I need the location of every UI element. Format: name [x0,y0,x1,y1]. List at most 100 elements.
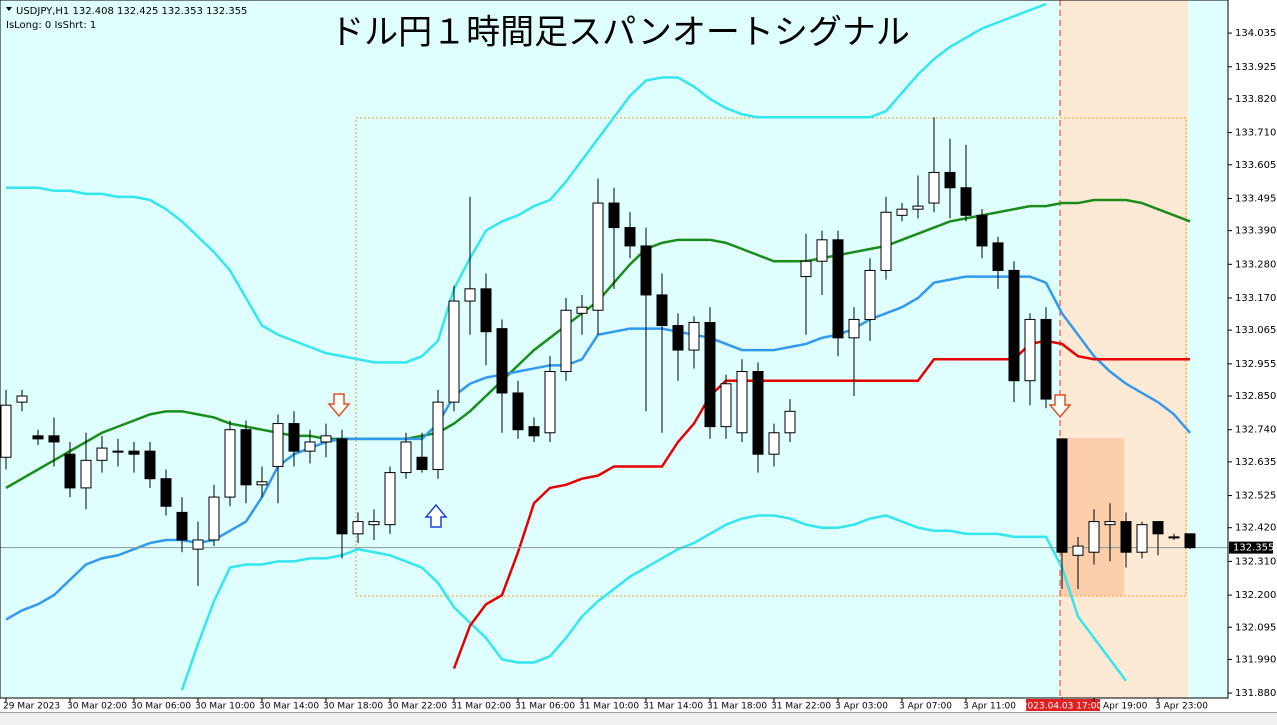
candle-body [160,478,172,507]
y-tick-label: 132.955 [1235,359,1276,370]
marks [0,2,1228,691]
candle-body [560,309,572,373]
candle-body [432,401,444,471]
candle-body [528,426,540,437]
candle-body [512,392,524,431]
candle-body [1184,533,1196,549]
menu-icon [6,7,12,11]
x-highlight [1026,699,1100,711]
x-tick-label: 31 Mar 14:00 [643,702,703,712]
candle-body [944,171,956,189]
x-tick-label: 2023.04.03 17:00 [1022,702,1103,712]
candle-body [32,435,44,440]
buy-arrow [424,503,448,528]
candle-body [768,432,780,455]
candle-body [848,318,860,339]
candle-body [1168,536,1180,539]
y-tick-label: 132.200 [1235,590,1276,601]
indicator-line [452,339,1190,670]
candle-body [1024,318,1036,382]
x-tick-label: 3 Apr 11:00 [963,702,1016,712]
candle-body [96,447,108,461]
sell-arrow [1048,394,1072,419]
candle-body [992,242,1004,271]
x-tick-label: 30 Mar 18:00 [323,702,383,712]
plot-frame [0,0,1229,699]
candle-body [592,202,604,311]
candle-body [384,472,396,526]
candle-body [1072,545,1084,556]
candle-body [368,521,380,526]
candle-body [656,294,668,327]
candle-body [80,459,92,489]
candle-body [1056,438,1068,553]
indicator-line [180,514,1128,691]
y-tick-label: 131.880 [1235,688,1276,699]
candle-body [464,288,476,302]
candle-body [144,450,156,480]
candle-body [896,208,908,216]
candle-body [1104,521,1116,526]
range-box [355,117,1187,597]
y-tick-label: 133.495 [1235,193,1276,204]
candle-body [352,521,364,535]
candle-body [704,322,716,428]
candle-body [64,453,76,489]
y-tick-label: 133.925 [1235,62,1276,73]
y-tick-label: 132.525 [1235,491,1276,502]
candle-body [1152,521,1164,535]
y-tick-label: 132.740 [1235,425,1276,436]
candle-body [16,395,28,403]
candle-body [192,539,204,550]
y-tick-label: 132.095 [1235,622,1276,633]
y-tick-label: 131.990 [1235,654,1276,665]
y-tick-label: 133.170 [1235,293,1276,304]
x-tick-label: 30 Mar 02:00 [67,702,127,712]
candle-body [208,496,220,541]
candle-body [176,511,188,541]
candle-body [128,450,140,455]
candle-body [736,371,748,434]
candle-body [304,441,316,452]
candle-body [448,300,460,403]
sell-arrow [327,393,351,418]
candle-body [1040,318,1052,400]
candle-body [1136,524,1148,553]
candle-body [720,383,732,428]
candle-body [224,429,236,498]
y-tick-label: 133.820 [1235,94,1276,105]
candle-body [112,450,124,453]
candle-body [1088,521,1100,553]
candle-body [608,202,620,229]
candle-body [784,410,796,434]
candle-body [480,288,492,333]
candle-body [960,187,972,216]
chart-title: ドル円１時間足スパンオートシグナル [330,13,910,53]
candle-body [880,211,892,271]
candle-body [624,227,636,247]
x-tick-label: 31 Mar 02:00 [451,702,511,712]
candle-body [320,435,332,443]
candle-body [816,239,828,262]
candle-body [0,404,12,458]
price-label: 132.355 [1233,543,1274,554]
candle-body [912,205,924,210]
x-tick-label: 30 Mar 06:00 [131,702,191,712]
candle-body [576,306,588,314]
chart-header: USDJPY,H1 132.408 132.425 132.353 132.35… [16,6,247,17]
x-tick-label: 30 Mar 10:00 [195,702,255,712]
x-tick-label: 3 Apr 03:00 [835,702,888,712]
candle-body [928,171,940,204]
x-tick-label: Apr 19:00 [1103,702,1148,712]
candle-body [1008,269,1020,382]
candle-body [272,423,284,467]
x-tick-label: 31 Mar 06:00 [515,702,575,712]
y-tick-label: 133.605 [1235,160,1276,171]
candle-body [688,322,700,351]
candle-body [640,245,652,296]
status-text: IsLong: 0 IsShrt: 1 [6,20,96,31]
candle-body [752,371,764,455]
candle-body [832,239,844,339]
